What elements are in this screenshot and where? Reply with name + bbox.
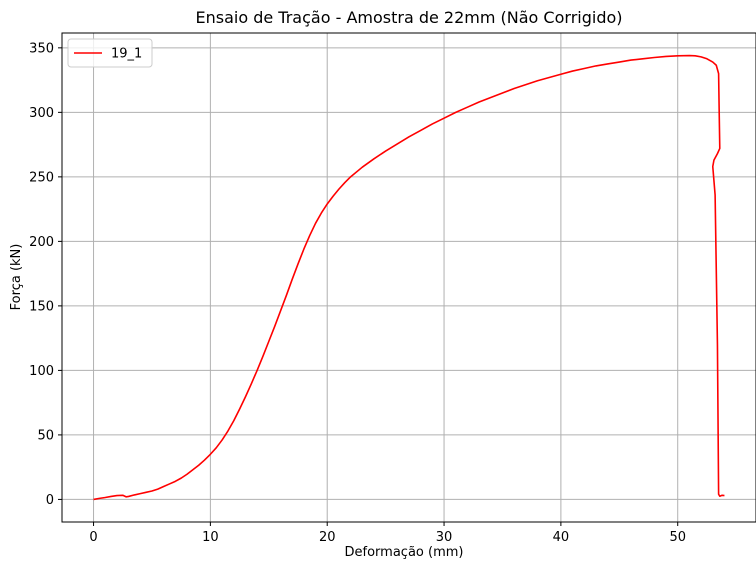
series-line	[93, 54, 725, 501]
y-axis-title: Força (kN)	[9, 244, 24, 311]
y-tick-label: 100	[29, 364, 54, 379]
y-tick-label: 150	[29, 299, 54, 314]
grid	[62, 33, 756, 522]
ticks: 0 10 20 30 40 50 0 50 100 150 200 250 300 350	[29, 41, 686, 545]
legend[interactable]: 19_1	[67, 38, 153, 68]
y-tick-label: 250	[29, 170, 54, 185]
x-tick-label: 10	[202, 530, 219, 545]
x-tick-label: 40	[553, 530, 570, 545]
x-tick-label: 50	[669, 530, 686, 545]
series-layer	[93, 54, 725, 501]
y-tick-label: 200	[29, 235, 54, 250]
y-tick-label: 350	[29, 41, 54, 56]
legend-box	[67, 38, 153, 68]
y-tick-label: 50	[37, 428, 54, 443]
y-tick-label: 0	[46, 493, 54, 508]
chart-title: Ensaio de Tração - Amostra de 22mm (Não …	[196, 8, 623, 27]
x-axis-title: Deformação (mm)	[345, 545, 464, 560]
plot-frame	[61, 32, 756, 523]
y-tick-label: 300	[29, 106, 54, 121]
legend-label: 19_1	[111, 47, 142, 62]
x-tick-label: 30	[436, 530, 453, 545]
x-tick-label: 0	[89, 530, 97, 545]
x-tick-label: 20	[319, 530, 336, 545]
